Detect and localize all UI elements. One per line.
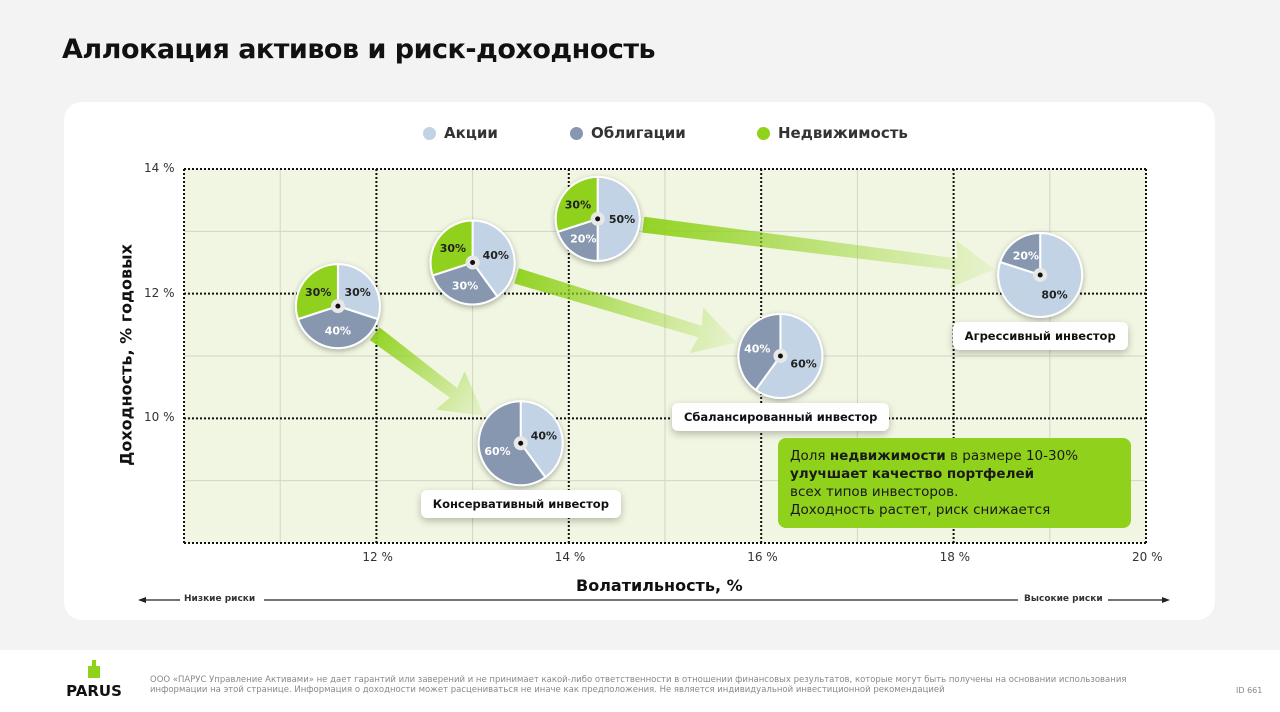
- portfolio-label: Агрессивный инвестор: [952, 321, 1128, 350]
- pie-slice-bonds: [296, 305, 380, 350]
- y-axis-label: Доходность, % годовых: [116, 244, 136, 466]
- logo-text: PARUS: [66, 682, 122, 700]
- callout-text: Доля: [790, 448, 830, 464]
- arrow-right-icon: [1162, 597, 1170, 603]
- legend-item-bonds: Облигации: [570, 124, 686, 142]
- pie-chart: [429, 219, 516, 306]
- data-point: [777, 353, 783, 359]
- arrow-left-icon: [138, 597, 146, 603]
- pie-slice-label: 20%: [1013, 249, 1039, 262]
- data-point: [1037, 272, 1043, 278]
- arrow-shape: [642, 216, 995, 288]
- pie-slice-label: 40%: [483, 249, 509, 262]
- callout-box: Доля недвижимости в размере 10-30% улучш…: [778, 438, 1131, 528]
- legend-dot-icon: [570, 126, 583, 140]
- pie-chart: [477, 400, 564, 487]
- pie-slice-stocks: [596, 175, 641, 262]
- arrow-shape: [369, 327, 484, 416]
- pie-slice-label: 60%: [790, 358, 816, 371]
- callout-text: Доходность растет, риск снижается: [790, 502, 1051, 518]
- legend-label: Акции: [444, 124, 498, 142]
- pie-slice-label: 30%: [440, 242, 466, 255]
- pie-slice-stocks: [754, 312, 824, 399]
- pie-chart: [295, 263, 381, 350]
- pie-slice-stocks: [471, 219, 516, 298]
- pie-slice-label: 80%: [1041, 289, 1067, 302]
- portfolio-label: Консервативный инвестор: [420, 490, 621, 519]
- pie-slice-label: 20%: [570, 233, 596, 246]
- x-tick-label: 14 %: [554, 550, 586, 564]
- pie-slice-label: 30%: [452, 280, 478, 293]
- pie-slice-label: 60%: [484, 445, 510, 458]
- legend-dot-icon: [757, 126, 770, 140]
- legend-label: Недвижимость: [778, 124, 908, 142]
- footer: [0, 650, 1280, 712]
- x-tick-label: 16 %: [747, 550, 778, 564]
- arrow-shape: [514, 268, 737, 354]
- portfolio-label: Сбалансированный инвестор: [671, 403, 890, 431]
- data-point: [335, 303, 341, 309]
- x-tick-label: 20 %: [1132, 550, 1163, 564]
- trend-arrow: [369, 327, 484, 416]
- pie-slice-label: 30%: [344, 286, 370, 299]
- pie-slice-bonds: [477, 400, 547, 487]
- pie-slice-real_estate: [295, 263, 339, 321]
- trend-arrow: [514, 268, 737, 354]
- pie-chart: [554, 175, 641, 262]
- x-axis-label: Волатильность, %: [576, 576, 743, 595]
- logo: PARUS: [64, 660, 124, 700]
- pie-slice-bonds: [431, 261, 499, 306]
- callout-text: в размере 10-30%: [945, 448, 1079, 464]
- low-risk-label: Низкие риски: [184, 594, 256, 604]
- y-tick-label: 12 %: [144, 285, 175, 300]
- pie-slice-bonds: [998, 231, 1042, 277]
- pie-slice-label: 40%: [744, 342, 770, 355]
- x-tick-label: 12 %: [362, 550, 393, 564]
- page-title: Аллокация активов и риск-доходность: [62, 34, 656, 65]
- pie-slice-label: 40%: [325, 324, 351, 337]
- trend-arrow: [642, 216, 995, 288]
- pie-chart: [737, 312, 824, 399]
- pie-slice-label: 50%: [609, 213, 635, 226]
- disclaimer: ООО «ПАРУС Управление Активами» не дает …: [150, 675, 1127, 695]
- pie-slice-stocks: [519, 400, 564, 479]
- logo-icon: [88, 660, 100, 678]
- data-point: [518, 440, 524, 446]
- pie-slice-label: 30%: [565, 199, 591, 212]
- pie-slice-label: 30%: [305, 286, 331, 299]
- pie-slice-stocks: [336, 263, 381, 321]
- legend-item-real-estate: Недвижимость: [757, 124, 908, 142]
- legend-item-stocks: Акции: [423, 124, 498, 142]
- data-point: [470, 260, 476, 265]
- pie-slice-real_estate: [429, 219, 474, 277]
- legend-dot-icon: [423, 126, 436, 140]
- pie-slice-bonds: [737, 312, 782, 392]
- callout-bold: улучшает качество портфелей: [790, 466, 1035, 482]
- high-risk-label: Высокие риски: [1024, 594, 1103, 604]
- data-point: [595, 216, 601, 222]
- y-tick-label: 14 %: [144, 161, 175, 175]
- legend-label: Облигации: [591, 124, 686, 142]
- pie-slice-real_estate: [554, 175, 599, 234]
- callout-text: всех типов инвесторов.: [790, 484, 959, 500]
- callout-bold: недвижимости: [829, 448, 946, 464]
- x-tick-label: 18 %: [939, 550, 971, 564]
- pie-slice-label: 40%: [531, 430, 557, 443]
- page-id: ID 661: [1236, 686, 1263, 695]
- y-tick-label: 10 %: [144, 410, 175, 425]
